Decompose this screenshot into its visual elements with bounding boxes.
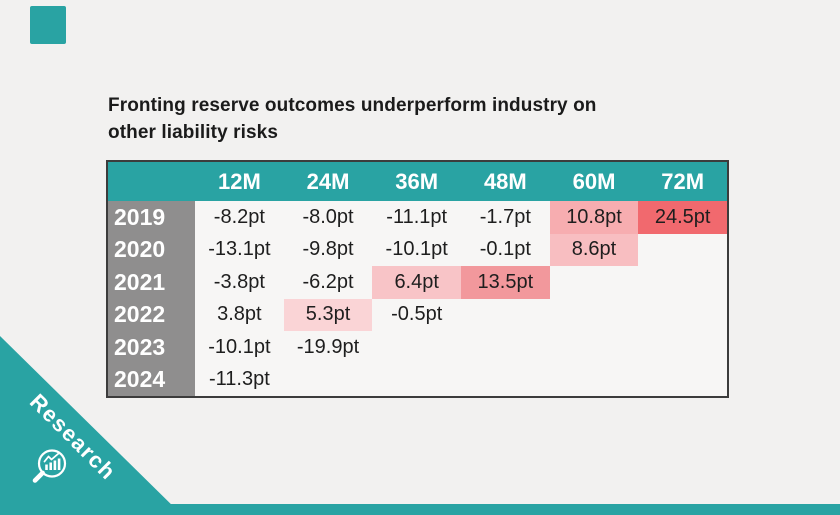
value-cell-2020-24m: -9.8pt [302, 238, 354, 261]
value-cell-2019-48m: -1.7pt [479, 205, 531, 228]
value-cell-2019-72m: 24.5pt [638, 201, 727, 234]
row-label-2024: 2024 [108, 363, 196, 396]
column-header-72m: 72M [638, 162, 727, 201]
column-header-12m: 12M [195, 162, 284, 201]
row-label-2022: 2022 [108, 298, 196, 331]
page-title-line-1: Fronting reserve outcomes underperform i… [108, 95, 597, 116]
value-cell-2021-48m: 13.5pt [461, 266, 550, 299]
row-label-2023: 2023 [108, 331, 196, 364]
column-header-60m: 60M [549, 162, 639, 201]
reserve-heatmap-table-container: 12M 24M 36M 48M 60M 72M 2019 -8.2pt -8.0pt -11.1… [106, 160, 729, 398]
column-header-36m: 36M [372, 162, 462, 201]
value-cell-2023-72m [638, 331, 727, 364]
value-cell-2024-48m [461, 364, 550, 397]
column-header-24m: 24M [283, 162, 373, 201]
table-header-row: 12M 24M 36M 48M 60M 72M [108, 162, 727, 201]
table-row-2023: 2023 -10.1pt -19.9pt [108, 331, 727, 364]
value-cell-2022-24m: 5.3pt [283, 298, 373, 331]
page-title: Fronting reserve outcomes underperform i… [108, 92, 668, 146]
reserve-heatmap-table: 12M 24M 36M 48M 60M 72M 2019 -8.2pt -8.0pt -11.1… [108, 162, 727, 396]
value-cell-2019-60m: 10.8pt [549, 201, 639, 234]
value-cell-2019-36m: -11.1pt [386, 205, 448, 228]
value-cell-2021-36m: 6.4pt [372, 266, 462, 299]
row-label-2020: 2020 [108, 233, 196, 266]
table-row-2021: 2021 -3.8pt -6.2pt 6.4pt 13.5pt [108, 266, 727, 299]
value-cell-2024-12m: -11.3pt [208, 368, 270, 391]
row-label-2019: 2019 [108, 201, 196, 234]
brand-square-logo [30, 6, 66, 44]
value-cell-2020-12m: -13.1pt [208, 238, 271, 261]
value-cell-2022-48m [461, 299, 550, 332]
value-cell-2022-12m: 3.8pt [217, 303, 262, 326]
value-cell-2019-12m: -8.2pt [213, 205, 265, 228]
value-cell-2020-36m: -10.1pt [385, 238, 448, 261]
table-row-2022: 2022 3.8pt 5.3pt -0.5pt [108, 298, 727, 332]
table-corner-cell [108, 162, 196, 201]
row-label-2021: 2021 [108, 266, 196, 299]
table-row-2020: 2020 -13.1pt -9.8pt -10.1pt -0.1pt 8.6pt [108, 233, 727, 267]
value-cell-2024-72m [638, 364, 727, 397]
magnifier-chart-icon [32, 449, 67, 483]
value-cell-2024-36m [372, 364, 461, 397]
value-cell-2022-36m: -0.5pt [391, 303, 443, 326]
value-cell-2021-12m: -3.8pt [213, 270, 265, 293]
footer-accent-bar [0, 504, 840, 515]
value-cell-2023-60m [550, 331, 639, 364]
value-cell-2020-72m [638, 234, 727, 267]
value-cell-2021-24m: -6.2pt [302, 270, 354, 293]
table-row-2019: 2019 -8.2pt -8.0pt -11.1pt -1.7pt 10.8pt 24.5p… [108, 201, 727, 234]
column-header-48m: 48M [461, 162, 550, 201]
value-cell-2020-48m: -0.1pt [479, 238, 531, 261]
page-title-line-2: other liability risks [108, 122, 278, 143]
value-cell-2023-36m [372, 331, 461, 364]
value-cell-2019-24m: -8.0pt [302, 205, 354, 228]
value-cell-2021-72m [638, 266, 727, 299]
table-row-2024: 2024 -11.3pt [108, 363, 727, 397]
value-cell-2023-12m: -10.1pt [208, 335, 271, 358]
value-cell-2024-24m [284, 364, 373, 397]
value-cell-2022-72m [638, 299, 727, 332]
value-cell-2024-60m [550, 364, 639, 397]
value-cell-2023-24m: -19.9pt [296, 335, 360, 358]
value-cell-2022-60m [550, 299, 639, 332]
value-cell-2020-60m: 8.6pt [549, 233, 639, 266]
bar-chart-glyph [43, 452, 61, 470]
value-cell-2023-48m [461, 331, 550, 364]
value-cell-2021-60m [550, 266, 639, 299]
